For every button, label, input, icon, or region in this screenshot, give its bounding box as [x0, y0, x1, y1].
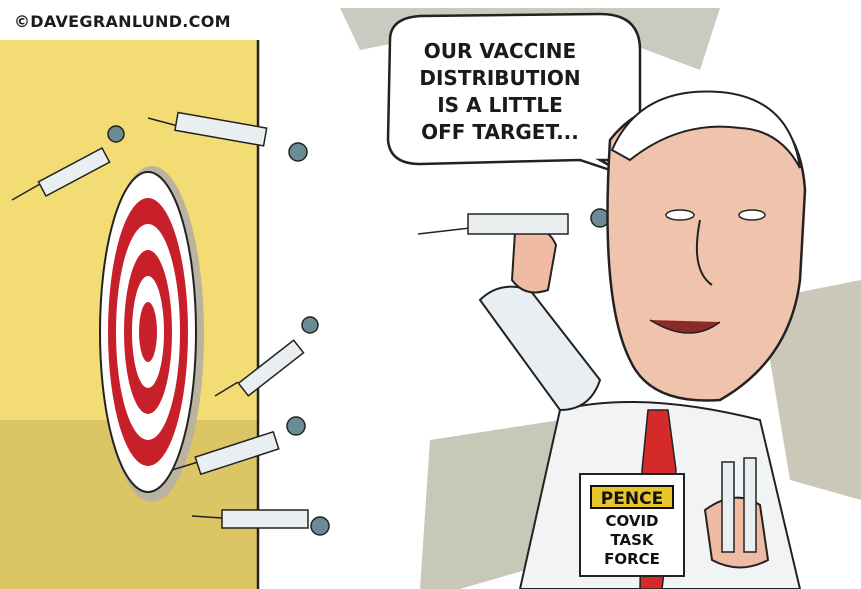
- badge-line: FORCE: [604, 550, 660, 568]
- badge-subtitle: COVID TASK FORCE: [584, 512, 680, 569]
- nose: [695, 219, 713, 286]
- speech-line: IS A LITTLE: [437, 93, 563, 117]
- right-eye: [665, 209, 695, 221]
- credit-watermark: ©DAVEGRANLUND.COM: [14, 12, 231, 31]
- badge-line: COVID: [605, 512, 659, 530]
- lower-hand: [703, 496, 770, 569]
- speech-line: OUR VACCINE: [423, 39, 577, 63]
- speech-bubble-text: OUR VACCINE DISTRIBUTION IS A LITTLE OFF…: [400, 38, 600, 146]
- syringe-5: [191, 509, 330, 536]
- held-syringe: [417, 208, 610, 235]
- speech-line: OFF TARGET...: [421, 120, 579, 144]
- syringe-2: [147, 111, 308, 162]
- hand-with-syringe: [510, 227, 558, 294]
- share-button[interactable]: [790, 518, 844, 572]
- syringe-3: [214, 316, 319, 397]
- badge-line: TASK: [610, 531, 654, 549]
- badge-name-label: PENCE: [590, 485, 674, 509]
- hand-syringes: [721, 457, 757, 553]
- dartboard-target: [99, 166, 204, 502]
- syringe-4: [171, 416, 306, 476]
- mouth: [649, 319, 721, 334]
- share-upload-icon: [805, 532, 829, 558]
- hair: [610, 90, 801, 169]
- speech-line: DISTRIBUTION: [419, 66, 581, 90]
- syringe-1: [11, 125, 125, 201]
- raised-arm: [478, 285, 602, 412]
- left-eye: [738, 209, 766, 221]
